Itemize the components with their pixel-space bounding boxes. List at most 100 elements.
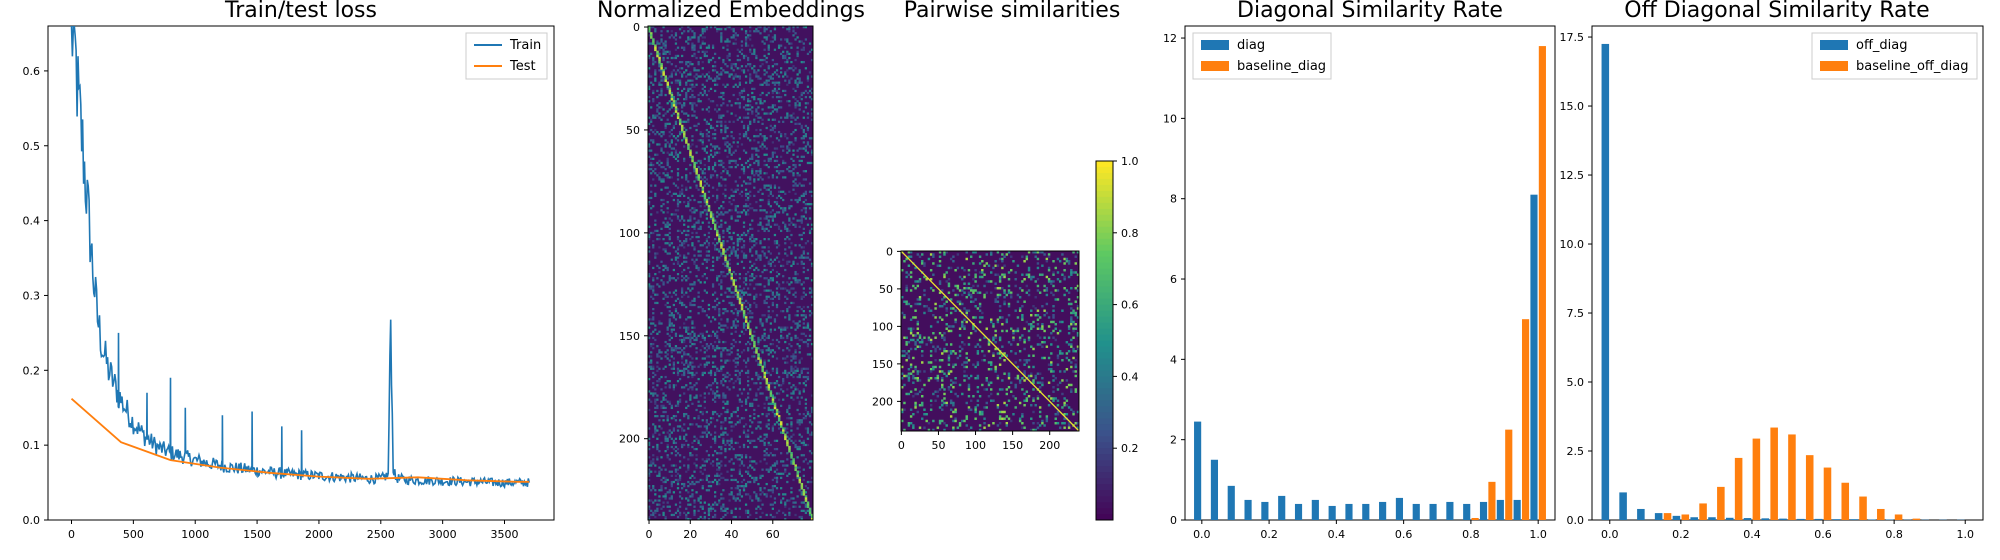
heatmap-cell — [697, 122, 700, 125]
heatmap-cell — [699, 133, 702, 136]
heatmap-cell — [683, 194, 686, 198]
heatmap-cell — [981, 269, 984, 272]
heatmap-diagonal-cell — [765, 382, 769, 385]
heatmap-cell — [734, 188, 737, 191]
heatmap-cell — [666, 161, 669, 165]
heatmap-cell — [734, 340, 737, 344]
heatmap-cell — [744, 371, 748, 375]
heatmap-cell — [765, 435, 768, 438]
heatmap-cell — [652, 445, 655, 449]
heatmap-cell — [660, 135, 663, 138]
heatmap-cell — [658, 270, 661, 274]
heatmap-cell — [751, 316, 754, 319]
heatmap-diagonal-cell — [761, 369, 764, 373]
heatmap-cell — [806, 480, 810, 484]
heatmap-cell — [670, 485, 673, 488]
heatmap-diagonal-cell — [718, 240, 721, 243]
heatmap-cell — [765, 295, 768, 298]
heatmap-cell — [759, 176, 762, 179]
heatmap-cell — [810, 262, 814, 265]
heatmap-cell — [769, 279, 772, 282]
heatmap-cell — [701, 487, 704, 490]
heatmap-cell — [650, 184, 653, 187]
heatmap-cell — [806, 326, 810, 329]
heatmap-cell — [685, 240, 688, 243]
heatmap-cell — [656, 458, 659, 461]
heatmap-cell — [1003, 296, 1006, 299]
heatmap-cell — [652, 246, 655, 249]
heatmap-cell — [744, 361, 748, 364]
heatmap-cell — [1036, 278, 1040, 281]
heatmap-cell — [757, 69, 760, 72]
heatmap-cell — [751, 254, 754, 257]
heatmap-cell — [681, 67, 684, 70]
heatmap-cell — [666, 357, 669, 360]
heatmap-cell — [650, 499, 653, 502]
heatmap-cell — [687, 229, 690, 233]
heatmap-cell — [697, 400, 700, 403]
heatmap-cell — [664, 242, 667, 245]
heatmap-cell — [695, 437, 698, 440]
heatmap-cell — [763, 314, 766, 317]
heatmap-cell — [804, 106, 808, 109]
heatmap-cell — [730, 165, 733, 169]
heatmap-cell — [749, 495, 752, 498]
heatmap-cell — [703, 168, 706, 171]
heatmap-cell — [767, 79, 770, 82]
heatmap-cell — [662, 211, 665, 214]
heatmap-cell — [773, 124, 777, 128]
heatmap-cell — [664, 264, 667, 268]
heatmap-diagonal-cell — [705, 200, 709, 204]
heatmap-cell — [689, 28, 692, 31]
heatmap-cell — [806, 427, 810, 430]
heatmap-cell — [681, 355, 684, 358]
heatmap-cell — [720, 159, 723, 163]
heatmap-cell — [963, 269, 966, 272]
heatmap-cell — [716, 145, 719, 148]
heatmap-cell — [740, 44, 744, 47]
heatmap-cell — [765, 28, 768, 31]
heatmap-cell — [672, 36, 676, 39]
heatmap-cell — [744, 277, 748, 280]
heatmap-cell — [676, 79, 680, 82]
heatmap-cell — [658, 176, 661, 179]
heatmap-cell — [674, 404, 678, 407]
heatmap-cell — [771, 394, 775, 397]
heatmap-cell — [695, 151, 698, 154]
heatmap-cell — [676, 472, 680, 475]
heatmap-cell — [674, 256, 678, 259]
heatmap-cell — [678, 511, 682, 515]
heatmap-cell — [709, 118, 713, 121]
heatmap-cell — [658, 233, 661, 237]
heatmap-cell — [763, 361, 766, 364]
heatmap-cell — [734, 369, 737, 372]
heatmap-cell — [685, 91, 688, 95]
heatmap-cell — [664, 112, 667, 115]
heatmap-cell — [701, 42, 704, 45]
heatmap-cell — [683, 340, 686, 344]
heatmap-cell — [914, 316, 917, 319]
heatmap-cell — [705, 474, 709, 477]
heatmap-cell — [792, 390, 795, 393]
heatmap-diagonal-cell — [804, 499, 808, 502]
heatmap-cell — [716, 198, 719, 202]
legend-box — [465, 32, 548, 80]
heatmap-cell — [685, 168, 688, 171]
heatmap-cell — [751, 155, 754, 158]
heatmap-cell — [658, 246, 661, 249]
heatmap-cell — [683, 371, 686, 375]
heatmap-cell — [794, 182, 797, 185]
heatmap-cell — [800, 256, 803, 259]
heatmap-cell — [681, 287, 684, 290]
heatmap-cell — [744, 256, 748, 259]
heatmap-cell — [1047, 278, 1051, 281]
heatmap-cell — [751, 153, 754, 156]
heatmap-cell — [660, 77, 663, 80]
heatmap-cell — [1074, 271, 1077, 274]
heatmap-cell — [769, 277, 772, 280]
heatmap-cell — [718, 301, 721, 305]
heatmap-cell — [736, 458, 739, 461]
heatmap-cell — [674, 151, 678, 154]
heatmap-cell — [705, 250, 709, 253]
heatmap-cell — [676, 93, 680, 97]
